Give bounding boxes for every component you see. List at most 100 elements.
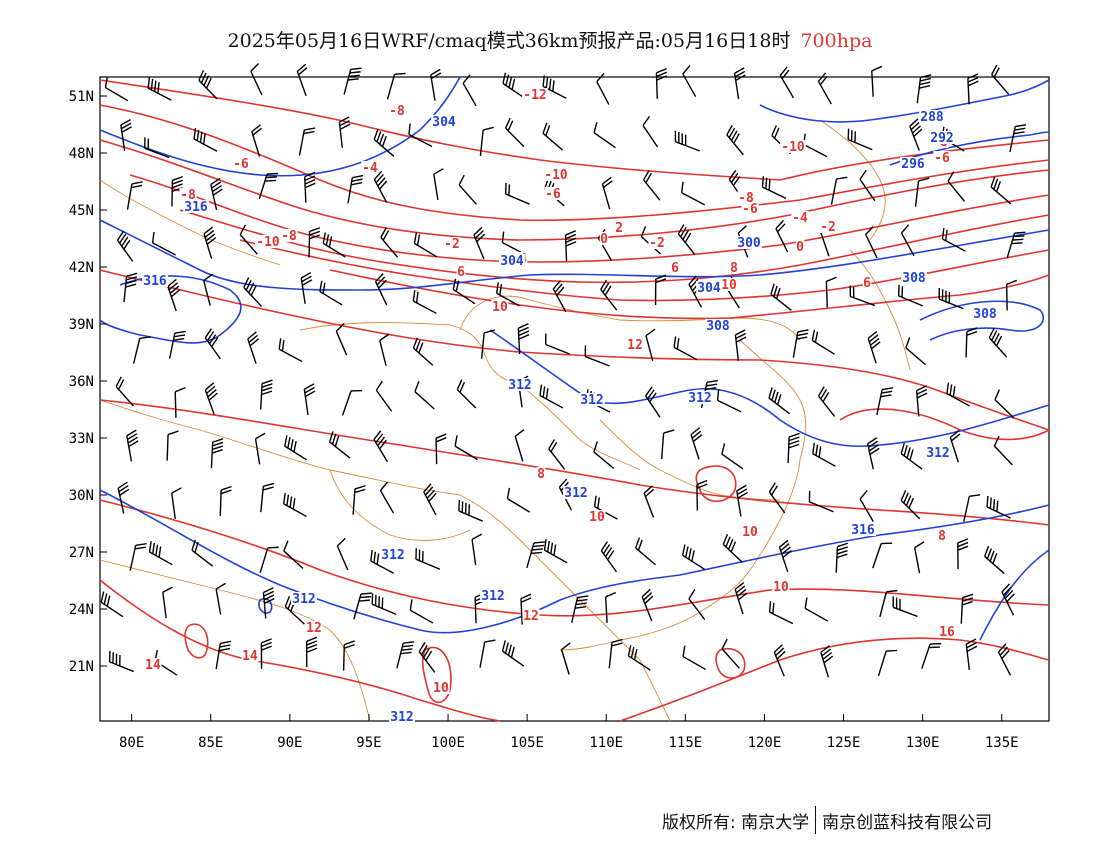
lat-tick-label: 45N	[69, 203, 94, 219]
wind-barb	[673, 336, 698, 361]
wind-barb	[681, 544, 705, 570]
label-halo	[900, 157, 926, 170]
label-halo	[938, 625, 956, 638]
wind-barb	[409, 599, 434, 624]
label-halo	[925, 446, 951, 459]
wind-barb	[123, 272, 138, 303]
label-halo	[563, 486, 589, 499]
wind-barb	[210, 438, 224, 469]
label-halo	[432, 681, 450, 694]
boundary-line	[329, 469, 471, 541]
wind-barb	[412, 337, 434, 366]
geopotential-contour	[889, 131, 1050, 166]
temperature-contour-label: 8	[537, 467, 545, 482]
wind-barb	[471, 533, 483, 566]
wind-barb	[254, 432, 266, 465]
lat-tick-label: 30N	[69, 488, 94, 504]
wind-barb	[808, 490, 834, 513]
wind-barb	[847, 128, 873, 151]
wind-barb	[645, 328, 656, 361]
geopotential-contour-label: 316	[851, 523, 875, 538]
wind-barb	[965, 638, 978, 671]
wind-barb	[353, 592, 372, 620]
wind-barb	[284, 435, 308, 461]
wind-barb	[117, 481, 130, 514]
label-halo	[972, 307, 998, 320]
wind-barb	[210, 177, 223, 211]
wind-barb	[584, 345, 610, 367]
wind-barb	[716, 389, 742, 413]
wind-barb	[849, 285, 876, 307]
wind-barb	[341, 389, 363, 416]
wind-barb	[120, 119, 132, 151]
wind-barb	[876, 387, 894, 416]
label-halo	[507, 378, 533, 391]
wind-barb	[734, 329, 747, 361]
label-halo	[705, 319, 731, 332]
temperature-contour-label: 6	[671, 261, 679, 276]
temperature-contour	[99, 104, 1050, 222]
wind-barb	[380, 227, 399, 258]
wind-barb	[677, 224, 696, 255]
wind-barb	[298, 127, 316, 156]
wind-barb	[552, 280, 567, 313]
wind-barb	[867, 330, 881, 364]
geopotential-contour-label: 300	[737, 236, 761, 251]
label-halo	[544, 187, 562, 200]
wind-barb	[458, 174, 477, 205]
temperature-contour-label: 14	[145, 658, 161, 673]
wind-barb	[991, 64, 1010, 95]
geopotential-contour-label: 312	[381, 548, 404, 563]
label-halo	[183, 200, 209, 213]
wind-barb	[100, 591, 124, 618]
wind-barb	[371, 593, 397, 616]
label-halo	[389, 710, 415, 723]
temperature-contour-label: 10	[721, 278, 737, 293]
wind-barb	[322, 232, 346, 258]
wind-barb	[905, 337, 927, 366]
label-halo	[929, 131, 955, 144]
boundary-line	[819, 119, 886, 241]
wind-barb	[957, 538, 969, 569]
geopotential-contour-label: 312	[292, 592, 315, 607]
wind-barb	[215, 582, 226, 615]
temperature-contour-label: -8	[389, 104, 405, 119]
wind-barb	[386, 72, 406, 100]
wind-barb	[260, 379, 273, 410]
label-halo	[431, 115, 457, 128]
wind-barb	[116, 230, 134, 262]
label-halo	[522, 609, 540, 622]
wind-barb	[542, 122, 564, 151]
label-halo	[933, 151, 951, 164]
lat-tick-label: 48N	[69, 146, 94, 162]
label-halo	[142, 274, 168, 287]
wind-barb	[877, 649, 898, 677]
wind-barb	[373, 430, 389, 463]
geopotential-contour-label: 308	[973, 307, 997, 322]
temperature-contour-label: 0	[600, 232, 608, 247]
geopotential-contour-label: 288	[920, 110, 944, 125]
lon-tick-label: 120E	[748, 735, 782, 751]
geopotential-contour	[99, 76, 461, 177]
lon-tick-label: 85E	[198, 735, 223, 751]
wind-barb	[892, 596, 918, 618]
wind-barb	[260, 638, 272, 669]
wind-barb	[993, 435, 1013, 466]
wind-barb	[352, 485, 366, 515]
label-halo	[388, 104, 406, 117]
temperature-contour-label: -10	[544, 168, 568, 183]
wind-barb	[243, 277, 263, 307]
wind-barb	[721, 443, 744, 470]
geopotential-contour-label: 316	[143, 274, 167, 289]
wind-barb	[338, 116, 351, 148]
wind-barb	[608, 638, 623, 669]
wind-barb	[414, 381, 435, 410]
wind-barb	[600, 541, 618, 573]
wind-barb	[370, 550, 395, 574]
temperature-contour-label: 12	[523, 609, 539, 624]
wind-barb	[126, 181, 143, 210]
label-halo	[241, 649, 259, 662]
temperature-contour-label: 2	[615, 221, 623, 236]
boundary-line	[739, 339, 807, 521]
temperature-contour-label: -10	[256, 235, 280, 250]
